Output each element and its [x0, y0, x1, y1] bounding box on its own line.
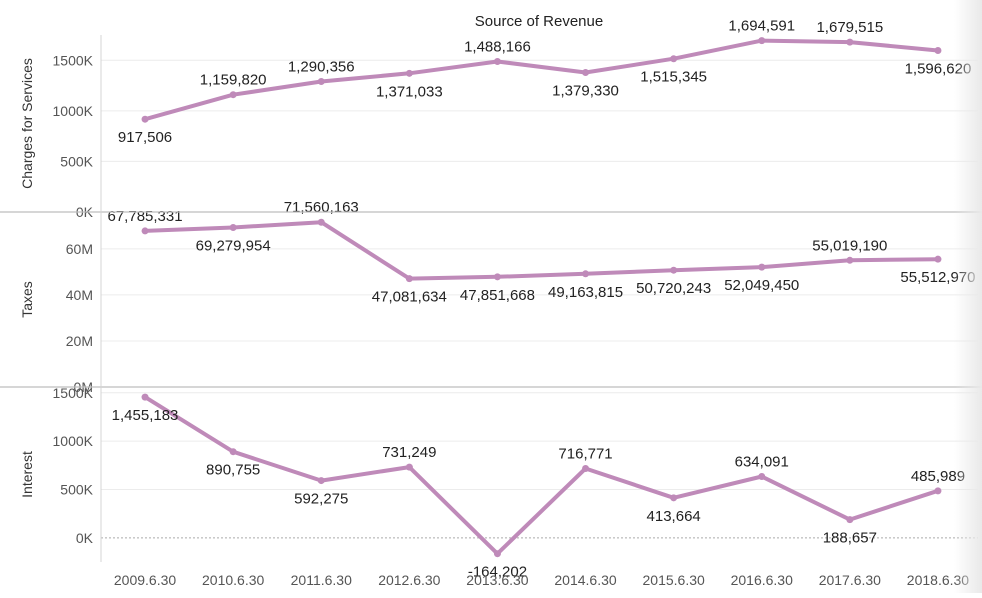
data-point — [317, 477, 325, 485]
y-tick-label: 500K — [60, 153, 93, 169]
data-label: 1,515,345 — [640, 69, 707, 86]
data-label: 1,694,591 — [728, 18, 795, 35]
data-point — [317, 218, 325, 226]
data-point — [846, 516, 854, 524]
y-tick-label: 40M — [66, 287, 93, 303]
data-label: 52,049,450 — [724, 277, 799, 294]
data-point — [405, 463, 413, 471]
data-label: 917,506 — [118, 129, 172, 146]
data-label: 1,455,183 — [112, 407, 179, 424]
x-tick-label: 2012.6.30 — [378, 572, 440, 588]
data-label: 69,279,954 — [196, 237, 271, 254]
data-label: 50,720,243 — [636, 280, 711, 297]
data-label: 71,560,163 — [284, 199, 359, 216]
data-point — [141, 227, 149, 235]
data-point — [229, 448, 237, 456]
data-point — [758, 263, 766, 271]
data-label: 716,771 — [558, 446, 612, 463]
data-label: 485,989 — [911, 468, 965, 485]
y-tick-label: 1500K — [53, 385, 94, 401]
x-tick-label: 2016.6.30 — [731, 572, 793, 588]
data-label: 55,019,190 — [812, 237, 887, 254]
data-point — [846, 38, 854, 46]
panel-3: 0K 500K 1000K 1500K Interest 1,455,183 890,755… — [19, 385, 978, 581]
x-tick-label: 2018.6.30 — [907, 572, 969, 588]
data-point — [758, 473, 766, 481]
x-tick-label: 2014.6.30 — [554, 572, 616, 588]
y-tick-label: 1000K — [53, 103, 94, 119]
data-point — [582, 465, 590, 473]
x-tick-label: 2010.6.30 — [202, 572, 264, 588]
data-label: 1,488,166 — [464, 38, 531, 55]
data-label: 1,679,515 — [816, 19, 883, 36]
data-point — [582, 68, 590, 76]
data-point — [317, 77, 325, 85]
data-label: 413,664 — [647, 508, 701, 525]
data-label: 1,596,620 — [905, 61, 972, 78]
data-point — [670, 266, 678, 274]
y-tick-label: 20M — [66, 333, 93, 349]
data-label: 1,290,356 — [288, 58, 355, 75]
data-label: -164,202 — [468, 564, 527, 581]
data-label: 47,081,634 — [372, 289, 447, 306]
data-point — [493, 57, 501, 65]
data-point — [493, 550, 501, 558]
data-label: 1,159,820 — [200, 72, 267, 89]
data-point — [229, 91, 237, 99]
data-label: 67,785,331 — [108, 208, 183, 225]
panel-2: 0M20M40M60MTaxes67,785,33169,279,95471,5… — [19, 199, 978, 395]
data-label: 1,379,330 — [552, 82, 619, 99]
y-tick-label: 0K — [76, 530, 94, 546]
data-point — [670, 55, 678, 63]
data-label: 188,657 — [823, 530, 877, 547]
data-point — [141, 393, 149, 401]
y-tick-label: 1500K — [53, 52, 94, 68]
y-axis-label: Interest — [19, 451, 35, 498]
x-tick-label: 2015.6.30 — [643, 572, 705, 588]
data-point — [141, 115, 149, 123]
data-point — [582, 270, 590, 278]
data-label: 634,091 — [735, 454, 789, 471]
data-label: 1,371,033 — [376, 83, 443, 100]
data-point — [846, 256, 854, 264]
data-point — [934, 255, 942, 263]
data-label: 49,163,815 — [548, 284, 623, 301]
data-point — [405, 69, 413, 77]
data-label: 731,249 — [382, 444, 436, 461]
series-line — [143, 220, 940, 281]
series-line — [143, 38, 940, 122]
series-line — [143, 395, 940, 556]
data-label: 592,275 — [294, 491, 348, 508]
y-axis-label: Charges for Services — [19, 58, 35, 189]
y-tick-label: 500K — [60, 481, 93, 497]
data-label: 47,851,668 — [460, 287, 535, 304]
data-point — [229, 223, 237, 231]
data-label: 55,512,970 — [900, 269, 975, 286]
x-tick-label: 2009.6.30 — [114, 572, 176, 588]
data-label: 890,755 — [206, 462, 260, 479]
y-tick-label: 1000K — [53, 433, 94, 449]
x-tick-label: 2011.6.30 — [291, 572, 352, 588]
data-point — [934, 47, 942, 55]
data-point — [670, 494, 678, 502]
data-point — [758, 37, 766, 45]
x-tick-label: 2017.6.30 — [819, 572, 881, 588]
data-point — [934, 487, 942, 495]
x-tick-label: 2013.6.30 — [466, 572, 528, 588]
data-point — [493, 273, 501, 281]
data-point — [405, 275, 413, 283]
y-axis-label: Taxes — [19, 281, 35, 318]
y-tick-label: 60M — [66, 241, 93, 257]
chart-title: Source of Revenue — [475, 13, 603, 30]
